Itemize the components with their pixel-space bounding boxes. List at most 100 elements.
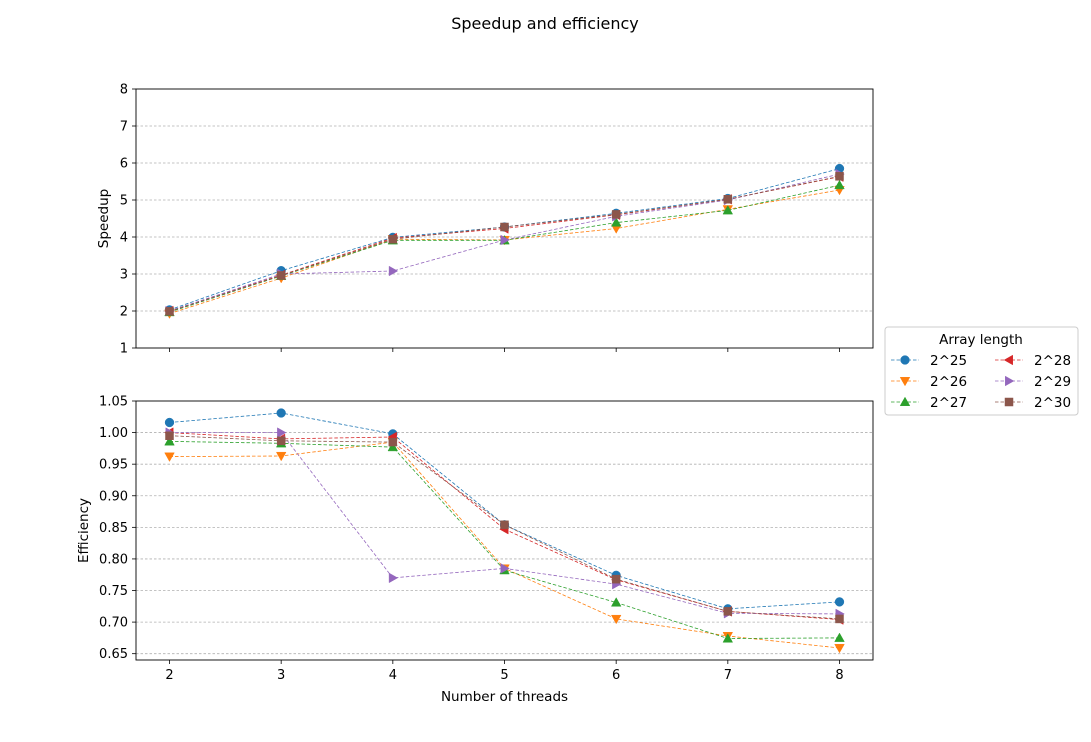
- legend-label: 2^28: [1034, 353, 1071, 369]
- data-point: [277, 427, 287, 438]
- axes-frame: [135, 88, 874, 349]
- y-tick-label: 2: [120, 305, 128, 320]
- data-point: [722, 205, 734, 215]
- y-tick-label: 0.90: [99, 489, 128, 504]
- series-2-25: [164, 408, 845, 614]
- data-point: [164, 417, 175, 428]
- legend-label: 2^29: [1034, 374, 1071, 390]
- legend-label: 2^30: [1034, 395, 1071, 411]
- y-axis-label: Efficiency: [76, 498, 92, 563]
- data-point: [387, 441, 399, 452]
- data-point: [723, 607, 733, 616]
- data-point: [388, 234, 398, 244]
- y-tick-label: 0.65: [99, 647, 128, 662]
- series-2-29: [165, 168, 845, 317]
- legend-item-2-28: 2^28: [995, 353, 1071, 369]
- y-tick-label: 1.05: [99, 395, 128, 410]
- legend-marker: [899, 377, 911, 387]
- legend-marker: [1004, 397, 1014, 407]
- data-point: [500, 222, 509, 232]
- data-point: [276, 436, 286, 446]
- y-tick-label: 4: [120, 231, 128, 246]
- x-tick-label: 2: [165, 668, 173, 683]
- legend-label: 2^26: [930, 374, 967, 390]
- series-line: [169, 412, 840, 610]
- legend-marker: [899, 396, 911, 406]
- x-tick-label: 4: [389, 668, 397, 683]
- data-point: [388, 572, 399, 584]
- legend-item-2-25: 2^25: [891, 353, 967, 369]
- data-point: [276, 408, 286, 418]
- x-tick-label: 5: [500, 668, 508, 683]
- series-line: [169, 189, 840, 314]
- legend-label: 2^27: [930, 395, 967, 411]
- y-tick-label: 0.85: [99, 521, 128, 536]
- y-tick-label: 7: [120, 120, 128, 135]
- data-point: [165, 307, 174, 316]
- data-point: [500, 520, 509, 530]
- figure-title: Speedup and efficiency: [451, 14, 639, 33]
- axes-frame: [135, 400, 874, 661]
- data-point: [500, 563, 510, 574]
- data-point: [610, 614, 622, 625]
- x-axis-label: Number of threads: [441, 689, 568, 705]
- data-point: [388, 437, 398, 447]
- data-point: [610, 597, 622, 607]
- data-point: [388, 265, 399, 277]
- legend-title: Array length: [939, 332, 1023, 348]
- legend-item-2-29: 2^29: [995, 374, 1071, 390]
- series-line: [169, 441, 840, 649]
- y-tick-label: 1.00: [99, 426, 128, 441]
- series-2-27: [164, 179, 845, 317]
- efficiency-panel: 0.65 0.70 0.75 0.80 0.85 0.90 0.95 1.00 1.05 2 3 4 5…: [76, 395, 874, 705]
- x-tick-label: 6: [612, 668, 620, 683]
- y-tick-label: 0.75: [99, 584, 128, 599]
- series-2-26: [164, 438, 845, 654]
- data-point: [164, 452, 175, 462]
- data-point: [500, 234, 510, 246]
- legend-frame: [884, 326, 1079, 416]
- legend: Array length 2^25 2^26 2^27 2^28 2^29 2^30: [884, 326, 1079, 416]
- y-tick-label: 5: [120, 194, 128, 209]
- legend-item-2-30: 2^30: [995, 395, 1071, 411]
- y-tick-label: 3: [120, 268, 128, 283]
- data-point: [276, 271, 286, 280]
- data-point: [835, 172, 844, 181]
- x-tick-label: 8: [835, 668, 843, 683]
- y-tick-label: 0.70: [99, 616, 128, 631]
- data-point: [722, 633, 734, 643]
- data-point: [275, 451, 287, 462]
- data-point: [723, 195, 733, 204]
- data-point: [834, 597, 845, 607]
- data-point: [834, 179, 845, 190]
- legend-item-2-27: 2^27: [891, 395, 967, 411]
- data-point: [610, 217, 622, 227]
- y-tick-label: 6: [120, 157, 128, 172]
- series-2-27: [164, 436, 845, 643]
- speedup-panel: 1 2 3 4 5 6 7 8 Speedup: [96, 83, 874, 357]
- data-point: [611, 210, 621, 219]
- data-point: [611, 574, 621, 584]
- y-axis-label: Speedup: [96, 189, 112, 248]
- data-point: [835, 614, 844, 624]
- series-2-30: [165, 172, 844, 316]
- legend-label: 2^25: [930, 353, 967, 369]
- data-point: [164, 436, 175, 446]
- y-tick-label: 1: [120, 342, 128, 357]
- y-tick-label: 0.95: [99, 458, 128, 473]
- legend-item-2-26: 2^26: [891, 374, 967, 390]
- legend-marker: [900, 355, 910, 365]
- series-2-26: [164, 186, 845, 319]
- data-point: [165, 431, 174, 440]
- y-tick-label: 0.80: [99, 552, 128, 567]
- data-point: [834, 644, 845, 654]
- legend-marker: [1005, 375, 1015, 387]
- y-tick-label: 8: [120, 83, 128, 98]
- data-point: [834, 632, 845, 642]
- x-tick-label: 7: [724, 668, 732, 683]
- legend-marker: [1003, 354, 1013, 366]
- series-line: [169, 441, 840, 639]
- series-2-30: [165, 431, 844, 624]
- series-line: [169, 184, 840, 313]
